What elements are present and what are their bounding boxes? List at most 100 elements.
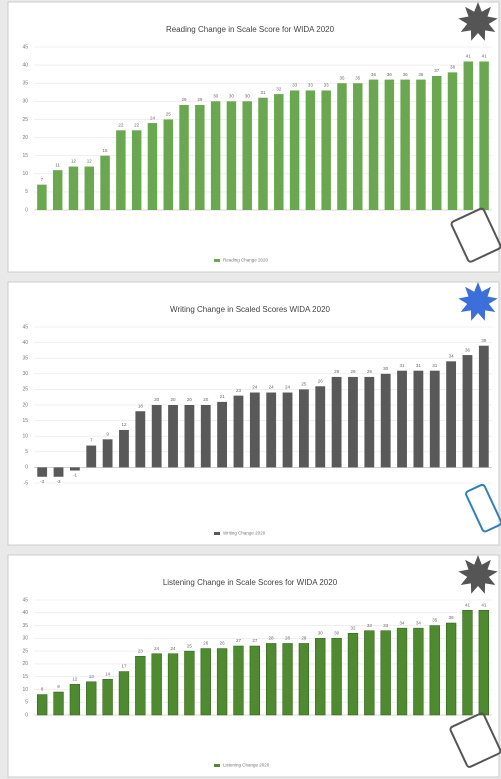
bar bbox=[305, 90, 316, 210]
data-label: 20 bbox=[154, 397, 160, 402]
bar bbox=[337, 83, 347, 210]
data-label: 34 bbox=[400, 620, 406, 625]
data-label: 8 bbox=[41, 687, 44, 692]
bar bbox=[200, 405, 211, 468]
bar bbox=[331, 376, 342, 468]
y-tick-label: 35 bbox=[22, 356, 28, 362]
data-label: 31 bbox=[260, 90, 266, 95]
data-label: 31 bbox=[400, 363, 406, 368]
y-tick-label: 30 bbox=[22, 371, 28, 377]
bar bbox=[179, 104, 189, 210]
y-tick-label: -5 bbox=[24, 480, 29, 486]
data-label: -3 bbox=[40, 479, 44, 484]
data-label: 18 bbox=[138, 403, 144, 408]
bar bbox=[478, 609, 489, 716]
y-tick-label: 40 bbox=[22, 610, 28, 616]
data-label: 30 bbox=[245, 94, 251, 99]
data-label: 35 bbox=[339, 75, 345, 80]
chart-title: Reading Change in Scale Score for WIDA 2… bbox=[166, 25, 335, 34]
y-tick-label: 30 bbox=[22, 99, 28, 105]
star-icon bbox=[458, 2, 498, 41]
bar bbox=[364, 630, 375, 716]
y-tick-label: 15 bbox=[22, 674, 28, 680]
bar bbox=[217, 401, 228, 468]
bar bbox=[463, 61, 474, 210]
data-label: 21 bbox=[220, 394, 226, 399]
data-label: 41 bbox=[481, 602, 487, 607]
data-label: 12 bbox=[121, 422, 127, 427]
y-tick-label: 25 bbox=[22, 387, 28, 393]
data-label: 33 bbox=[383, 623, 389, 628]
data-label: 31 bbox=[416, 363, 422, 368]
bar bbox=[249, 645, 260, 716]
chart-title: Listening Change in Scale Scores for WID… bbox=[163, 578, 338, 587]
data-label: 24 bbox=[252, 385, 258, 390]
data-label: 12 bbox=[71, 159, 77, 164]
data-label: 26 bbox=[203, 641, 209, 646]
data-label: 33 bbox=[292, 83, 298, 88]
data-label: 41 bbox=[482, 54, 488, 59]
data-label: 23 bbox=[236, 388, 242, 393]
bar bbox=[445, 622, 457, 716]
y-tick-label: 45 bbox=[22, 324, 28, 330]
data-label: 24 bbox=[171, 646, 177, 651]
data-label: 7 bbox=[90, 438, 93, 443]
y-tick-label: 5 bbox=[25, 700, 28, 706]
data-label: 36 bbox=[449, 615, 455, 620]
bar bbox=[416, 79, 426, 210]
bar bbox=[282, 392, 293, 468]
bar bbox=[168, 405, 178, 468]
bar bbox=[331, 638, 342, 716]
y-tick-label: 25 bbox=[22, 648, 28, 654]
bar bbox=[102, 439, 113, 468]
bar bbox=[266, 643, 277, 716]
data-label: 20 bbox=[203, 397, 209, 402]
y-tick-label: 20 bbox=[22, 135, 28, 141]
bar bbox=[86, 445, 97, 468]
bar bbox=[347, 632, 359, 716]
data-label: 30 bbox=[383, 366, 389, 371]
data-label: 24 bbox=[154, 646, 160, 651]
data-label: 12 bbox=[87, 159, 93, 164]
bar bbox=[52, 170, 63, 210]
data-label: 34 bbox=[449, 354, 455, 359]
data-label: 33 bbox=[367, 623, 373, 628]
data-label: 25 bbox=[301, 382, 307, 387]
bar bbox=[210, 101, 221, 210]
data-label: 36 bbox=[418, 72, 424, 77]
bar bbox=[216, 648, 228, 716]
bar bbox=[184, 405, 195, 468]
bar bbox=[116, 130, 126, 210]
data-label: 32 bbox=[276, 86, 282, 91]
bar bbox=[119, 429, 129, 468]
bar bbox=[431, 75, 442, 210]
y-tick-label: 30 bbox=[22, 636, 28, 642]
data-label: 33 bbox=[324, 83, 330, 88]
bar bbox=[384, 79, 395, 210]
y-tick-label: 5 bbox=[25, 449, 28, 455]
data-label: 30 bbox=[229, 94, 235, 99]
data-label: 35 bbox=[432, 618, 438, 623]
data-label: 22 bbox=[118, 122, 124, 127]
legend-label: Writing Change 2020 bbox=[223, 531, 266, 536]
bar bbox=[446, 361, 457, 468]
bar bbox=[348, 376, 358, 468]
y-tick-label: 35 bbox=[22, 623, 28, 629]
bar bbox=[102, 678, 113, 716]
star-icon bbox=[458, 282, 498, 321]
star-icon bbox=[458, 555, 498, 594]
bar bbox=[413, 370, 424, 468]
data-label: 29 bbox=[367, 369, 373, 374]
data-label: 33 bbox=[308, 83, 314, 88]
bar bbox=[462, 355, 473, 468]
data-label: 29 bbox=[334, 369, 340, 374]
data-label: 11 bbox=[55, 162, 60, 167]
bar bbox=[118, 671, 130, 716]
data-label: 23 bbox=[138, 648, 144, 653]
bar bbox=[242, 101, 252, 210]
data-label: 24 bbox=[285, 385, 291, 390]
bar bbox=[368, 79, 379, 210]
bar bbox=[100, 155, 110, 210]
data-label: 37 bbox=[434, 68, 440, 73]
y-tick-label: 35 bbox=[22, 81, 28, 87]
